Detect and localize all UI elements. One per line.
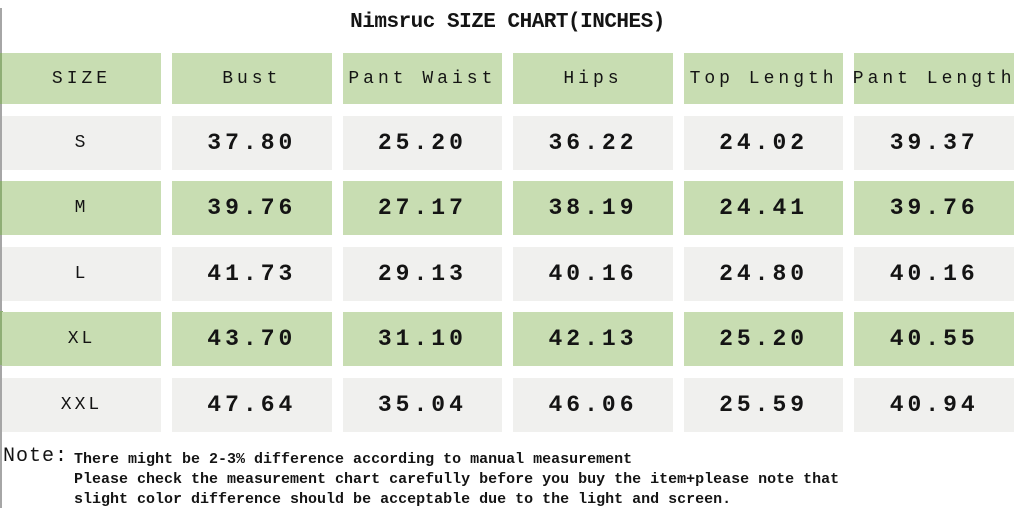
value-cell: 25.59	[683, 377, 844, 432]
value-cell: 40.16	[854, 246, 1014, 301]
header-cell-pant-length: Pant Length	[854, 53, 1014, 104]
value-cell: 25.20	[342, 115, 503, 170]
note-lines: There might be 2-3% difference according…	[74, 446, 839, 510]
left-border-line-segment	[0, 311, 3, 365]
note-line: There might be 2-3% difference according…	[74, 451, 633, 468]
value-cell: 40.94	[854, 377, 1014, 432]
left-border-line-segment	[0, 181, 3, 235]
value-cell: 40.55	[854, 312, 1014, 366]
value-cell: 37.80	[172, 115, 332, 170]
header-cell-hips: Hips	[513, 53, 673, 104]
value-cell: 24.41	[683, 181, 844, 235]
value-cell: 47.64	[172, 377, 332, 432]
header-cell-pant-waist: Pant Waist	[342, 53, 503, 104]
size-chart-table: SIZE Bust Pant Waist Hips Top Length Pant Len…	[2, 53, 1014, 432]
value-cell: 27.17	[342, 181, 503, 235]
size-cell-xl: XL	[2, 312, 161, 366]
value-cell: 41.73	[172, 246, 332, 301]
left-border-line	[0, 8, 2, 508]
note-line: slight color difference should be accept…	[74, 491, 732, 508]
value-cell: 42.13	[513, 312, 673, 366]
value-cell: 43.70	[172, 312, 332, 366]
size-cell-m: M	[2, 181, 161, 235]
value-cell: 24.80	[683, 246, 844, 301]
value-cell: 39.76	[172, 181, 332, 235]
left-border-line-segment	[0, 53, 3, 104]
value-cell: 40.16	[513, 246, 673, 301]
header-cell-size: SIZE	[2, 53, 161, 104]
value-cell: 25.20	[683, 312, 844, 366]
value-cell: 39.76	[854, 181, 1014, 235]
page-title: Nimsruc SIZE CHART(INCHES)	[350, 11, 665, 34]
note-section: Note: There might be 2-3% difference acc…	[3, 446, 839, 510]
value-cell: 46.06	[513, 377, 673, 432]
size-cell-l: L	[2, 246, 161, 301]
note-line: Please check the measurement chart caref…	[74, 471, 840, 488]
header-cell-top-length: Top Length	[683, 53, 844, 104]
size-cell-s: S	[2, 115, 161, 170]
value-cell: 29.13	[342, 246, 503, 301]
note-label: Note:	[3, 445, 69, 468]
header-cell-bust: Bust	[172, 53, 332, 104]
value-cell: 39.37	[854, 115, 1014, 170]
value-cell: 31.10	[342, 312, 503, 366]
value-cell: 24.02	[683, 115, 844, 170]
value-cell: 35.04	[342, 377, 503, 432]
value-cell: 38.19	[513, 181, 673, 235]
size-cell-xxl: XXL	[2, 377, 161, 432]
value-cell: 36.22	[513, 115, 673, 170]
